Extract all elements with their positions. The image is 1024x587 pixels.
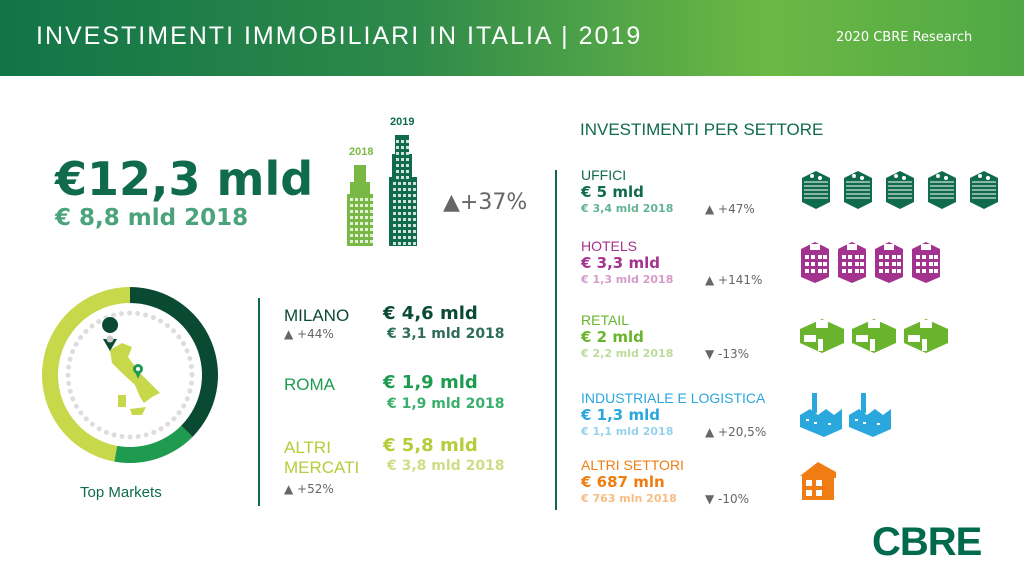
hotel-icon — [838, 242, 866, 283]
house-icon — [800, 462, 836, 500]
donut-slice-altri-mercati — [41, 287, 130, 462]
year-2018-label: 2018 — [349, 146, 374, 158]
sector-previous: € 3,4 mld 2018 — [581, 202, 674, 215]
factory-icon — [849, 393, 891, 437]
sector-name: INDUSTRIALE E LOGISTICA — [581, 390, 766, 406]
sector-previous: € 763 mln 2018 — [581, 492, 677, 505]
islands-icon — [118, 395, 146, 415]
sector-change: ▼ -13% — [705, 347, 750, 361]
market-altri-change: ▲ +52% — [284, 482, 334, 496]
total-change: ▲+37% — [443, 190, 528, 215]
sectors-divider — [555, 170, 557, 510]
total-previous: € 8,8 mld 2018 — [55, 205, 249, 231]
total-value: €12,3 mld — [55, 152, 314, 206]
donut-slice-roma — [114, 425, 193, 463]
milano-pin-icon — [102, 317, 119, 351]
market-altri-value: € 5,8 mld — [383, 435, 478, 456]
sector-name: HOTELS — [581, 238, 638, 254]
office-building-icon — [928, 171, 956, 209]
skyscraper-comparison-icon — [347, 135, 417, 246]
market-altri-name: ALTRI MERCATI — [284, 438, 360, 477]
sector-name: UFFICI — [581, 167, 627, 183]
sector-value: € 687 mln — [581, 473, 665, 491]
office-building-icon — [802, 171, 830, 209]
sector-change: ▲ +20,5% — [705, 425, 767, 439]
roma-pin-icon — [133, 364, 143, 379]
sector-previous: € 1,3 mld 2018 — [581, 273, 674, 286]
sector-name: ALTRI SETTORI — [581, 457, 684, 473]
cbre-logo: CBRE — [872, 520, 982, 564]
page-title: INVESTIMENTI IMMOBILIARI IN ITALIA | 201… — [36, 22, 643, 50]
header-banner — [0, 0, 1024, 76]
sector-previous: € 1,1 mld 2018 — [581, 425, 674, 438]
market-roma-previous: € 1,9 mld 2018 — [387, 396, 505, 412]
office-building-icon — [970, 171, 998, 209]
store-icon — [800, 319, 844, 353]
sector-previous: € 2,2 mld 2018 — [581, 347, 674, 360]
divider — [258, 298, 260, 506]
store-icon — [904, 319, 948, 353]
hotel-icon — [912, 242, 940, 283]
office-building-icon — [886, 171, 914, 209]
store-icon — [852, 319, 896, 353]
top-markets-donut-chart — [41, 287, 219, 463]
market-roma-value: € 1,9 mld — [383, 372, 478, 393]
top-markets-caption: Top Markets — [80, 484, 162, 501]
factory-icon — [800, 393, 842, 437]
market-milano-previous: € 3,1 mld 2018 — [387, 326, 505, 342]
hotel-icon — [875, 242, 903, 283]
market-altri-previous: € 3,8 mld 2018 — [387, 458, 505, 474]
sector-value: € 3,3 mld — [581, 254, 660, 272]
donut-slice-milano — [130, 287, 219, 437]
source-label: 2020 CBRE Research — [836, 30, 973, 45]
hotel-icon — [801, 242, 829, 283]
market-roma-name: ROMA — [284, 375, 335, 394]
sector-change: ▲ +141% — [705, 273, 763, 287]
market-milano-name: MILANO — [284, 306, 350, 325]
sector-value: € 1,3 mld — [581, 406, 660, 424]
sectors-title: INVESTIMENTI PER SETTORE — [580, 120, 824, 139]
market-milano-change: ▲ +44% — [284, 327, 334, 341]
sector-change: ▲ +47% — [705, 202, 755, 216]
sector-value: € 2 mld — [581, 328, 644, 346]
dotted-ring — [65, 310, 195, 440]
year-2019-label: 2019 — [390, 116, 415, 128]
sector-value: € 5 mld — [581, 183, 644, 201]
sector-change: ▼ -10% — [705, 492, 750, 506]
sector-name: RETAIL — [581, 312, 629, 328]
market-milano-value: € 4,6 mld — [383, 303, 478, 324]
office-building-icon — [844, 171, 872, 209]
